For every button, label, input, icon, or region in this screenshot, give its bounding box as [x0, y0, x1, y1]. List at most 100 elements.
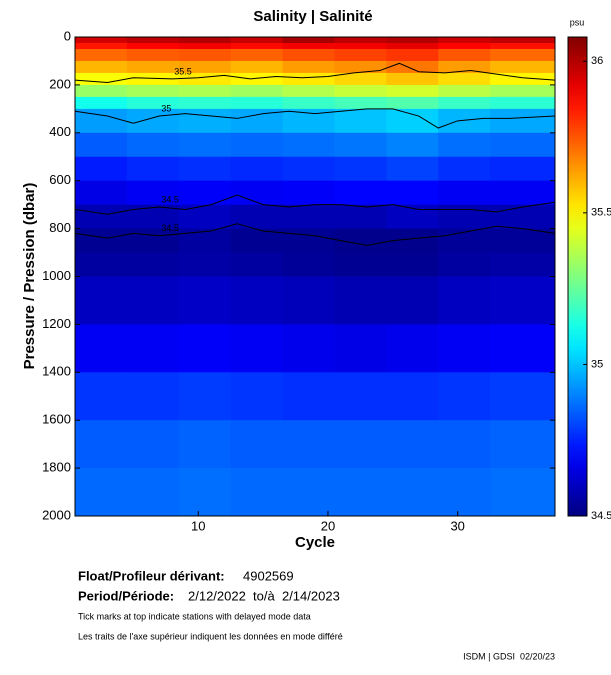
- heat-cell: [438, 37, 491, 44]
- heat-cell: [126, 132, 180, 158]
- heat-cell: [178, 96, 232, 110]
- heat-cell: [334, 156, 387, 182]
- y-tick-label: 1600: [42, 412, 71, 427]
- note-en: Tick marks at top indicate stations with…: [78, 611, 311, 621]
- heat-cell: [126, 42, 180, 50]
- heat-cell: [75, 252, 128, 277]
- colorbar: [567, 36, 588, 517]
- heat-cell: [438, 372, 491, 421]
- heat-cell: [178, 42, 232, 50]
- heat-cell: [282, 48, 335, 62]
- heat-cell: [126, 108, 180, 134]
- heat-cell: [178, 420, 232, 469]
- contour-label: 35.5: [174, 66, 192, 76]
- heat-cell: [282, 372, 335, 421]
- heat-cell: [75, 132, 128, 158]
- x-axis-label: Cycle: [295, 534, 335, 551]
- heat-cell: [75, 204, 128, 230]
- heat-cell: [126, 372, 180, 421]
- heat-cell: [438, 108, 491, 134]
- heat-cell: [490, 156, 556, 182]
- heat-cell: [230, 372, 284, 421]
- heat-cell: [282, 60, 335, 74]
- heat-cell: [438, 96, 491, 110]
- heat-cell: [438, 252, 491, 277]
- heat-cell: [438, 420, 491, 469]
- heat-cell: [282, 96, 335, 110]
- heat-cell: [282, 468, 335, 517]
- colorbar-tick-label: 36: [591, 55, 603, 67]
- note-fr: Les traits de l'axe supérieur indiquent …: [78, 631, 343, 641]
- heat-cell: [282, 180, 335, 206]
- contour-label: 34.5: [161, 223, 179, 233]
- heat-cell: [75, 96, 128, 110]
- heat-cell: [230, 72, 284, 86]
- heat-cell: [490, 372, 556, 421]
- heat-cell: [126, 72, 180, 86]
- heat-cell: [230, 324, 284, 373]
- y-tick-label: 400: [49, 124, 71, 139]
- heat-cell: [334, 372, 387, 421]
- heat-cell: [438, 180, 491, 206]
- heat-cell: [230, 48, 284, 62]
- overlay: 35.5 35 34.5 34.5 0 200 400 600 800 1000 1200 1400 1…: [42, 28, 611, 533]
- heat-cell: [490, 252, 556, 277]
- heat-cell: [178, 204, 232, 230]
- heat-cell: [490, 468, 556, 517]
- heat-cell: [386, 48, 439, 62]
- heat-cell: [178, 180, 232, 206]
- y-tick-label: 200: [49, 76, 71, 91]
- heat-cell: [282, 204, 335, 230]
- heat-cell: [334, 132, 387, 158]
- x-tick-label: 10: [191, 518, 205, 533]
- heat-cell: [438, 204, 491, 230]
- heat-cell: [282, 156, 335, 182]
- heat-cell: [282, 276, 335, 325]
- heat-cell: [438, 228, 491, 254]
- heat-cell: [490, 96, 556, 110]
- heat-cell: [75, 228, 128, 254]
- heat-cell: [334, 180, 387, 206]
- heat-cell: [75, 72, 128, 86]
- heat-cell: [386, 132, 439, 158]
- heat-cell: [126, 37, 180, 44]
- heat-cell: [438, 84, 491, 98]
- y-tick-label: 1200: [42, 316, 71, 331]
- heat-cell: [490, 42, 556, 50]
- heat-cell: [386, 372, 439, 421]
- heat-cell: [438, 42, 491, 50]
- y-tick-label: 1000: [42, 268, 71, 283]
- contour-label: 35: [161, 103, 171, 113]
- heat-cell: [438, 60, 491, 74]
- heat-cell: [126, 252, 180, 277]
- y-tick-label: 1400: [42, 364, 71, 379]
- heat-cell: [386, 180, 439, 206]
- heat-cell: [334, 37, 387, 44]
- heat-cell: [490, 180, 556, 206]
- heat-cell: [282, 420, 335, 469]
- contour-line: [74, 62, 556, 84]
- heat-cell: [282, 84, 335, 98]
- heat-cell: [230, 84, 284, 98]
- heat-cell: [230, 252, 284, 277]
- heat-cell: [334, 48, 387, 62]
- heat-cell: [386, 468, 439, 517]
- heat-cell: [230, 60, 284, 74]
- heat-cell: [490, 204, 556, 230]
- heat-cell: [230, 468, 284, 517]
- x-tick-label: 20: [321, 518, 335, 533]
- heat-cell: [282, 132, 335, 158]
- heat-cell: [386, 42, 439, 50]
- heat-cell: [438, 72, 491, 86]
- y-tick-label: 0: [64, 28, 71, 43]
- heat-cell: [230, 37, 284, 44]
- heat-cell: [126, 156, 180, 182]
- heat-cell: [490, 132, 556, 158]
- float-label: Float/Profileur dérivant:: [78, 568, 225, 583]
- heat-cell: [75, 37, 128, 44]
- heat-cell: [438, 276, 491, 325]
- heat-cell: [230, 96, 284, 110]
- credit: ISDM | GDSI 02/20/23: [463, 651, 555, 661]
- heat-cell: [75, 180, 128, 206]
- heat-cell: [178, 108, 232, 134]
